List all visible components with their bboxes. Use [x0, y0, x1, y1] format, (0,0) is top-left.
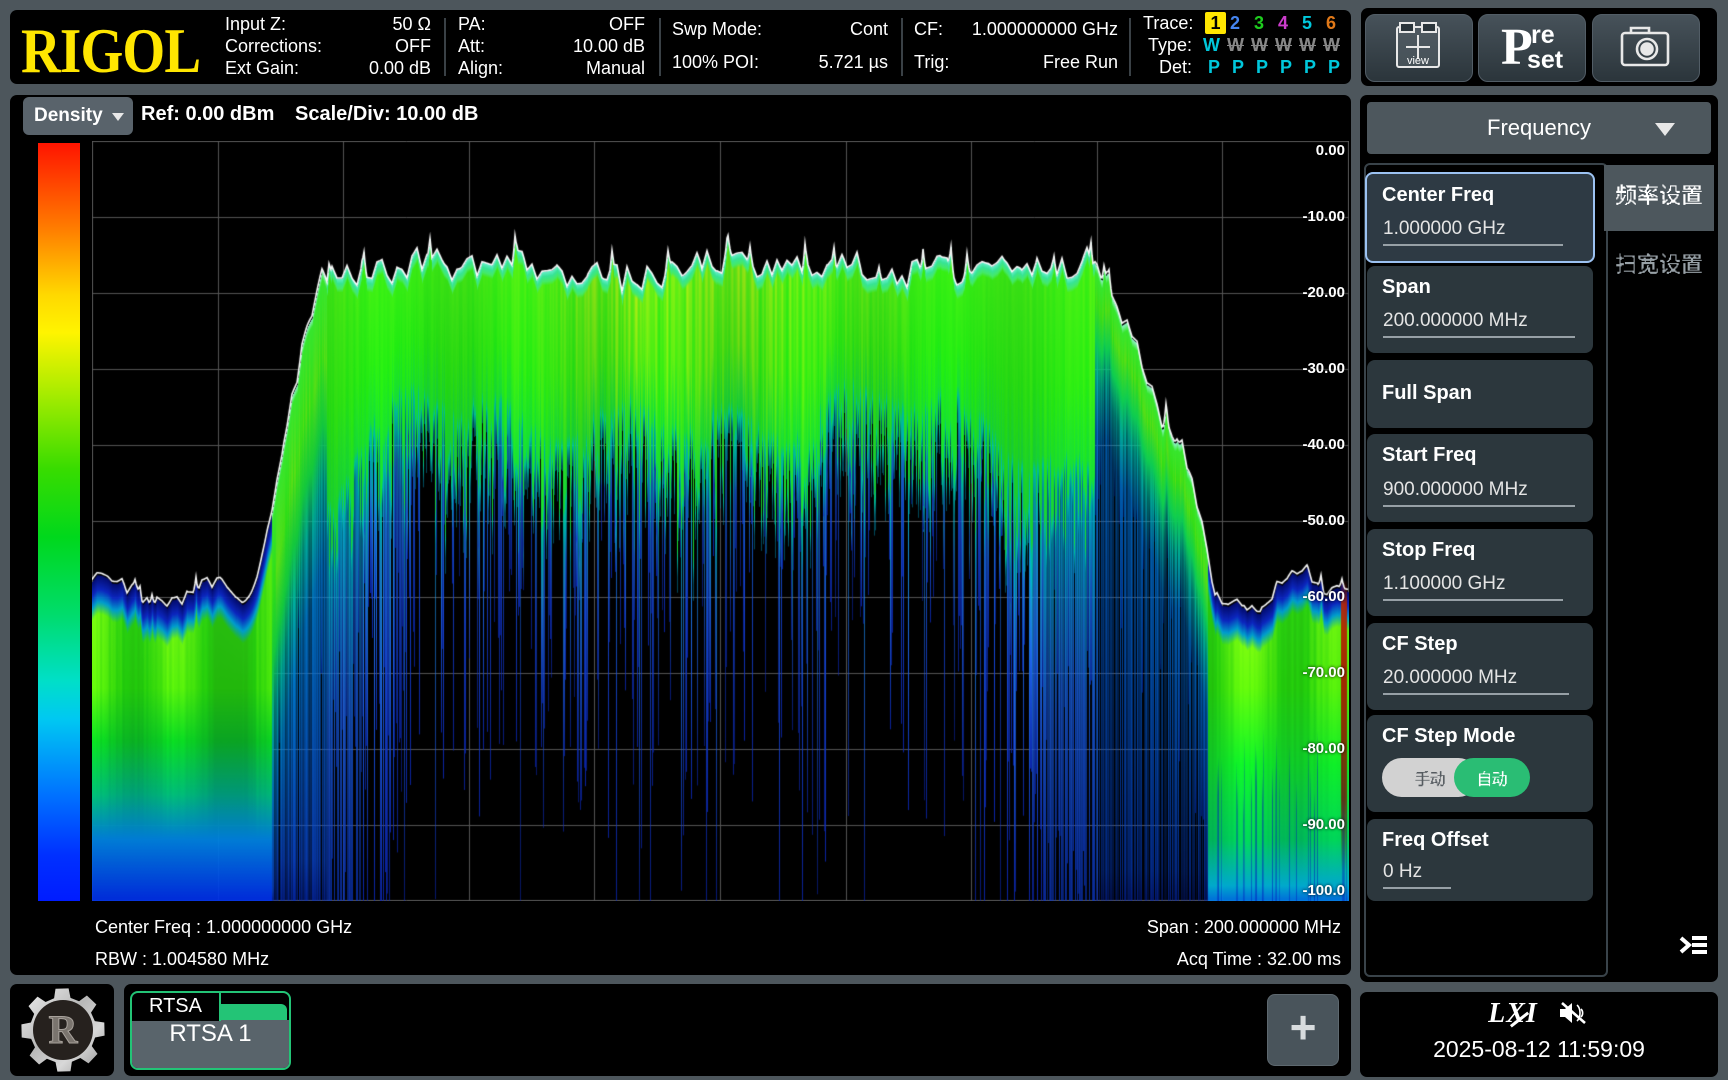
svg-text:view: view	[1407, 55, 1429, 67]
svg-text:R: R	[49, 1007, 79, 1052]
